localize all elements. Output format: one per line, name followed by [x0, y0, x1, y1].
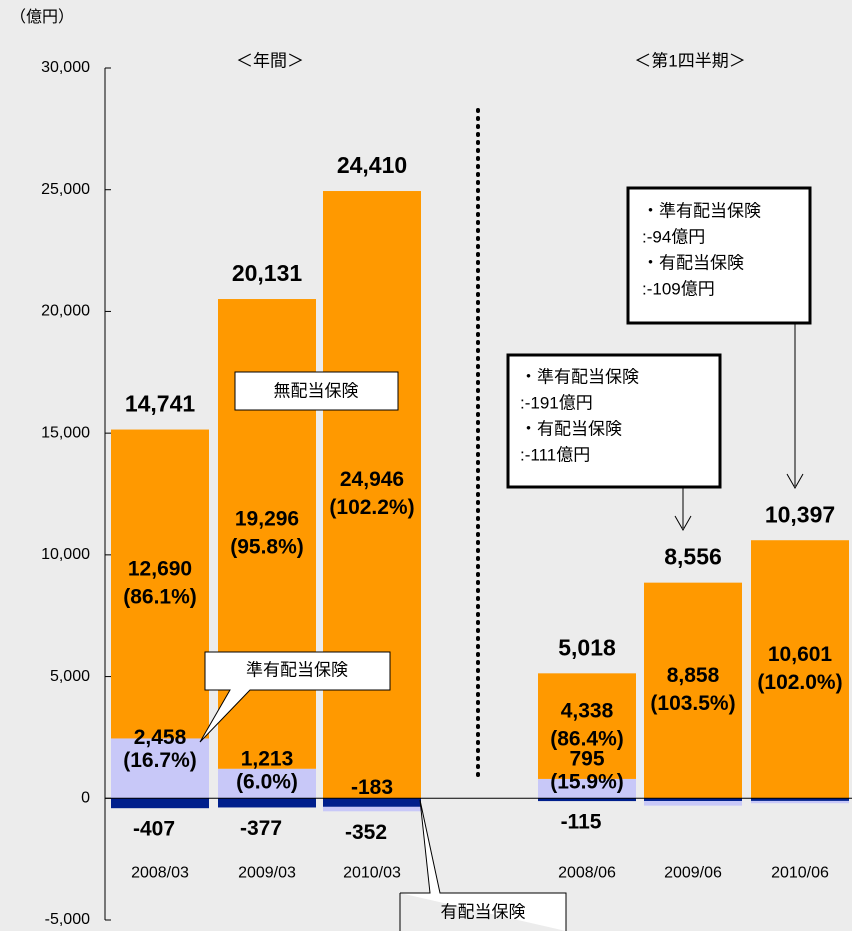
- note-text: :-111億円: [520, 445, 590, 464]
- note-box: [626, 186, 812, 325]
- data-label: 2,458: [134, 726, 187, 749]
- data-label: -115: [561, 811, 602, 834]
- bar-segment: [111, 738, 209, 799]
- data-label: 24,946: [340, 468, 404, 491]
- y-tick-label: 0: [81, 790, 90, 807]
- total-label: 10,397: [765, 501, 835, 527]
- data-label: (95.8%): [230, 535, 304, 558]
- x-tick-label: 2008/06: [558, 865, 616, 882]
- bar-segment: [751, 800, 849, 804]
- data-label: 4,338: [561, 700, 614, 723]
- data-label: 8,858: [667, 664, 720, 687]
- data-label: (15.9%): [550, 771, 624, 794]
- bar-segment: [218, 768, 316, 799]
- y-tick-label: 30,000: [41, 59, 90, 76]
- data-label: (6.0%): [236, 771, 298, 794]
- data-label: 1,213: [241, 748, 294, 771]
- data-label: (103.5%): [650, 692, 735, 715]
- note-text: ・準有配当保険: [642, 201, 761, 220]
- note-text: :-109億円: [642, 279, 715, 298]
- bar-segment: [218, 798, 316, 808]
- bar-segment: [751, 798, 849, 801]
- bar-segment: [111, 429, 209, 739]
- bar-segment: [323, 191, 421, 799]
- y-tick-label: 20,000: [41, 303, 90, 320]
- x-tick-label: 2009/03: [238, 865, 296, 882]
- note-text: ・有配当保険: [520, 419, 622, 438]
- bar-segment: [644, 582, 742, 799]
- data-label: -352: [345, 821, 387, 844]
- data-label: -407: [133, 818, 175, 841]
- y-tick-label: 25,000: [41, 181, 90, 198]
- callouts: 無配当保険 準有配当保険 有配当保険: [199, 186, 812, 931]
- data-label: 12,690: [128, 558, 192, 581]
- note-text: :-191億円: [520, 393, 593, 412]
- total-label: 20,131: [232, 260, 303, 286]
- y-tick-label: 15,000: [41, 424, 90, 441]
- section-label: ＜年間＞: [236, 51, 304, 70]
- x-tick-label: 2010/03: [343, 865, 401, 882]
- arrow: [674, 487, 692, 532]
- note-text: :-94億円: [642, 227, 705, 246]
- bar-segment: [644, 800, 742, 806]
- x-tick-label: 2010/06: [771, 865, 829, 882]
- data-label: 19,296: [235, 507, 299, 530]
- total-label: 14,741: [125, 391, 196, 417]
- unit-label: （億円）: [10, 8, 74, 26]
- note-box: [506, 353, 722, 489]
- legend-label: 無配当保険: [274, 381, 359, 400]
- data-label: 795: [569, 748, 604, 771]
- note-text: ・準有配当保険: [520, 367, 639, 386]
- bar-segment: [644, 798, 742, 801]
- data-label: 10,601: [768, 643, 833, 666]
- callout-box: [234, 371, 399, 411]
- bar-segment: [538, 778, 636, 799]
- data-label: (102.2%): [329, 496, 414, 519]
- x-tick-label: 2008/03: [131, 865, 189, 882]
- data-label: (102.0%): [757, 671, 842, 694]
- note-text: ・有配当保険: [642, 253, 744, 272]
- bar-segment: [751, 540, 849, 799]
- callout-box: [399, 799, 567, 931]
- bar-segment: [323, 798, 421, 807]
- legend-label: 有配当保険: [441, 902, 526, 921]
- bar-segment: [323, 806, 421, 812]
- data-label: -183: [351, 776, 393, 799]
- x-tick-label: 2009/06: [664, 865, 722, 882]
- y-tick-label: 5,000: [50, 668, 90, 685]
- data-label: (16.7%): [123, 749, 197, 772]
- arrow: [786, 323, 804, 490]
- bar-segment: [538, 798, 636, 802]
- total-label: 8,556: [664, 544, 722, 570]
- data-label: (86.4%): [550, 728, 624, 751]
- total-label: 5,018: [558, 634, 616, 660]
- y-tick-label: -5,000: [45, 911, 90, 928]
- bar-segment: [538, 673, 636, 779]
- callout-box: [199, 651, 391, 743]
- y-tick-label: 10,000: [41, 546, 90, 563]
- legend-label: 準有配当保険: [246, 660, 348, 679]
- section-label: ＜第1四半期＞: [634, 51, 745, 70]
- total-label: 24,410: [337, 152, 407, 178]
- data-label: -377: [240, 817, 282, 840]
- data-label: (86.1%): [123, 586, 197, 609]
- bar-segment: [111, 798, 209, 809]
